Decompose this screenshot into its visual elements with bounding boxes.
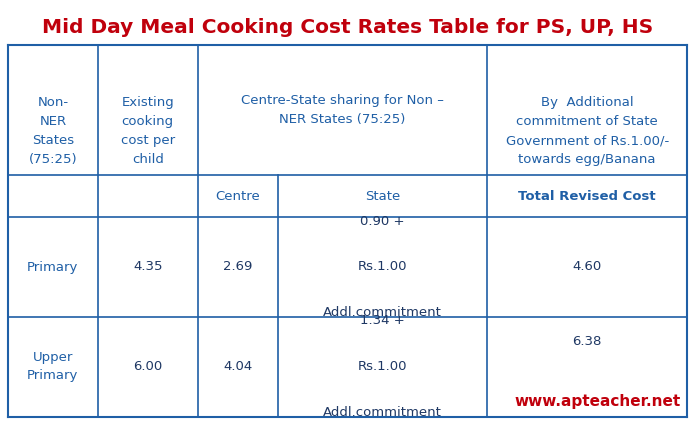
Text: Centre: Centre	[215, 190, 260, 202]
Text: 6.00: 6.00	[133, 360, 163, 374]
Text: 1.34 +

Rs.1.00

Addl.commitment: 1.34 + Rs.1.00 Addl.commitment	[323, 314, 442, 419]
Text: Upper
Primary: Upper Primary	[27, 351, 79, 382]
Text: www.apteacher.net: www.apteacher.net	[515, 394, 681, 409]
Text: 2.69: 2.69	[223, 261, 252, 274]
Text: 4.60: 4.60	[573, 261, 602, 274]
Text: State: State	[365, 190, 400, 202]
Text: Centre-State sharing for Non –
NER States (75:25): Centre-State sharing for Non – NER State…	[241, 94, 444, 126]
Text: Non-
NER
States
(75:25): Non- NER States (75:25)	[28, 96, 77, 166]
Text: 4.35: 4.35	[133, 261, 163, 274]
Text: Existing
cooking
cost per
child: Existing cooking cost per child	[121, 96, 175, 166]
Text: Primary: Primary	[27, 261, 79, 274]
Text: 4.04: 4.04	[223, 360, 252, 374]
Text: Total Revised Cost: Total Revised Cost	[518, 190, 656, 202]
Text: By  Additional
commitment of State
Government of Rs.1.00/-
towards egg/Banana: By Additional commitment of State Govern…	[505, 96, 669, 166]
Text: 0.90 +

Rs.1.00

Addl.commitment: 0.90 + Rs.1.00 Addl.commitment	[323, 215, 442, 320]
Text: Mid Day Meal Cooking Cost Rates Table for PS, UP, HS: Mid Day Meal Cooking Cost Rates Table fo…	[42, 18, 653, 37]
Text: 6.38: 6.38	[573, 335, 602, 348]
